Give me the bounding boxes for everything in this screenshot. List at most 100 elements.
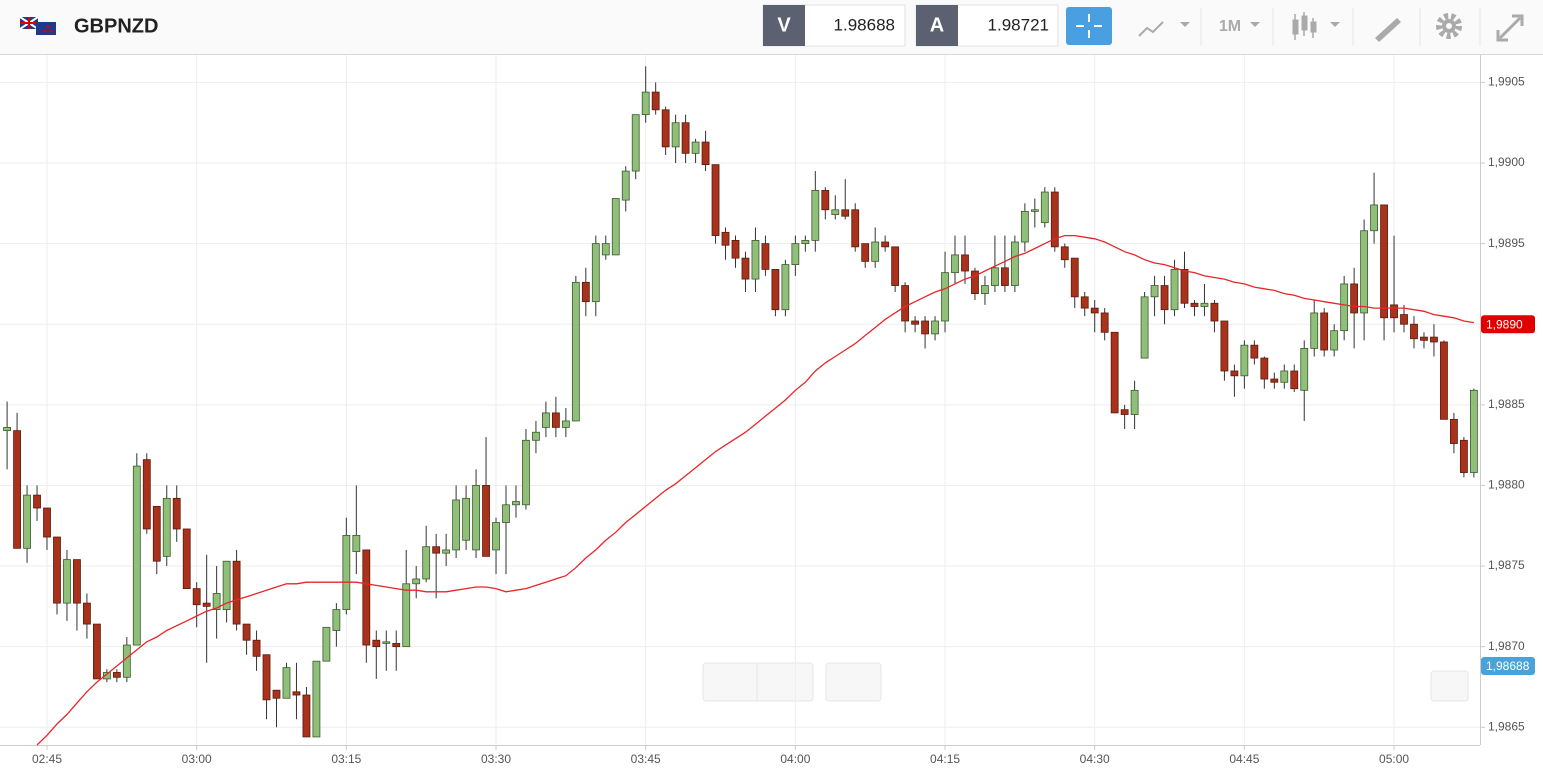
candle-body <box>591 243 600 303</box>
candle-body <box>831 209 840 216</box>
candle-body <box>1090 307 1099 314</box>
candle-body <box>152 506 161 562</box>
candle-body <box>222 560 231 610</box>
candle-body <box>821 190 830 211</box>
candle-body <box>561 420 570 428</box>
candle-body <box>601 243 610 256</box>
y-tick-label: 1,9880 <box>1488 478 1525 492</box>
candle-body <box>1050 191 1059 248</box>
candle-body <box>871 241 880 262</box>
y-tick-label: 1,9870 <box>1488 639 1525 653</box>
candle-body <box>941 272 949 322</box>
settings-button[interactable] <box>1436 13 1462 39</box>
bid-label-box <box>763 5 805 46</box>
candle-body <box>522 439 530 506</box>
candle-body <box>771 269 780 311</box>
candle-body <box>611 198 620 256</box>
candle-body <box>1300 348 1309 391</box>
candle-body <box>13 430 21 549</box>
chart-type-button[interactable] <box>1138 21 1190 37</box>
candle-body <box>332 609 341 631</box>
candle-body <box>542 412 550 428</box>
candle-body <box>681 122 690 154</box>
candle-body <box>931 320 939 335</box>
flag <box>19 16 56 35</box>
candle-body <box>1330 330 1339 351</box>
candle-body <box>1100 312 1109 333</box>
candle-body <box>83 602 91 625</box>
candle-body <box>711 164 720 236</box>
price-tag <box>1481 315 1535 334</box>
candle-body <box>162 497 171 557</box>
timeframe-caret <box>1250 22 1260 27</box>
candle-body <box>142 459 151 530</box>
candle-body <box>422 546 431 580</box>
crosshair-button[interactable] <box>1066 7 1112 45</box>
candle-body <box>1270 378 1279 383</box>
timeframe[interactable]: 1M <box>1219 18 1241 35</box>
candle-body <box>571 281 580 422</box>
candle-body <box>891 246 900 286</box>
candle-body <box>532 431 540 441</box>
candle-body <box>1150 285 1159 298</box>
candle-body <box>761 243 770 270</box>
candle-body <box>3 427 11 432</box>
candle-body <box>312 660 321 738</box>
candle-body <box>282 667 291 699</box>
draw-button[interactable] <box>1375 18 1401 42</box>
candle-body <box>581 281 590 303</box>
candle-body <box>1350 283 1359 314</box>
candle-body <box>1310 312 1319 349</box>
candle-body <box>122 644 131 678</box>
candle-body <box>1010 241 1019 286</box>
x-tick-label: 02:45 <box>32 752 62 766</box>
candle-body <box>1180 269 1189 304</box>
candle-body <box>102 672 111 680</box>
candle-body <box>1210 302 1219 322</box>
candle-body <box>1390 304 1398 319</box>
candle-body <box>1380 204 1388 319</box>
pan-controls[interactable] <box>702 662 1469 702</box>
y-tick-label: 1,9895 <box>1488 236 1525 250</box>
candle-body <box>182 528 191 590</box>
candle-body <box>362 549 371 646</box>
candle-body <box>971 270 979 294</box>
candle-body <box>1459 439 1468 473</box>
candle-body <box>452 499 461 551</box>
candle-body <box>921 320 929 335</box>
candle-body <box>741 257 750 280</box>
candle-body <box>751 239 760 280</box>
candle-body <box>43 507 51 538</box>
x-tick-label: 03:15 <box>331 752 361 766</box>
candle-body <box>1110 331 1119 414</box>
x-tick-label: 05:00 <box>1379 752 1409 766</box>
candle-body <box>402 583 411 648</box>
candle-body <box>991 267 999 286</box>
candle-body <box>811 190 820 241</box>
candle-body <box>721 231 730 246</box>
candle-body <box>791 243 800 265</box>
candle-body <box>1410 323 1418 340</box>
candle-body <box>1200 302 1209 307</box>
candle-body <box>492 522 500 551</box>
candle-body <box>232 560 241 625</box>
candle-body <box>1260 357 1269 380</box>
candle-body <box>192 588 201 606</box>
y-tick-label: 1,9900 <box>1488 155 1525 169</box>
candle-body <box>1030 209 1039 212</box>
candle-button[interactable] <box>1292 12 1340 40</box>
candle-body <box>1220 320 1229 372</box>
candle-body <box>1280 370 1289 383</box>
grid <box>0 55 1480 745</box>
price-tag <box>1481 657 1535 676</box>
candle-body <box>132 465 141 646</box>
candle-body <box>412 578 421 585</box>
candle-body <box>981 285 989 294</box>
candle-body <box>1360 230 1369 314</box>
candle-body <box>23 494 31 549</box>
fullscreen-button[interactable] <box>1496 14 1524 42</box>
x-tick-label: 04:15 <box>930 752 960 766</box>
candle-body <box>1190 302 1199 307</box>
candle-body <box>861 243 870 262</box>
